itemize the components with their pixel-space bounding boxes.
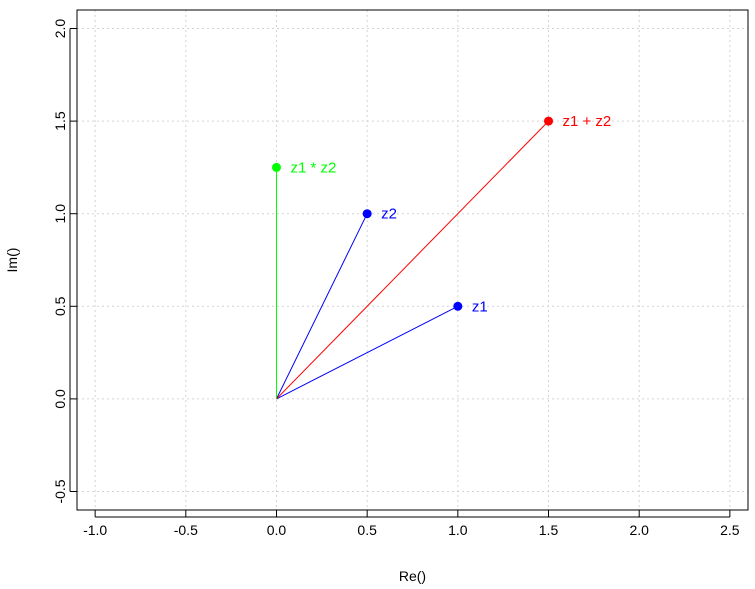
point-z1 [453, 301, 463, 311]
label-z1: z1 [472, 298, 488, 315]
point-z1-z2 [544, 116, 554, 126]
x-tick-label: 1.0 [448, 522, 468, 538]
y-tick-label: 1.0 [52, 204, 68, 224]
y-tick-label: 2.0 [52, 19, 68, 39]
plot-frame [76, 9, 749, 511]
segment-z1-z2 [276, 120, 549, 400]
vector-segments [275, 120, 549, 400]
label-z2: z2 [381, 206, 397, 223]
x-tick-label: 1.5 [539, 522, 559, 538]
y-axis: -0.5 0.0 0.5 1.0 1.5 2.0 [52, 19, 77, 504]
y-tick-label: -0.5 [52, 479, 68, 503]
x-axis: -1.0 -0.5 0.0 0.5 1.0 1.5 2.0 2.5 [83, 510, 740, 538]
y-tick-label: 0.5 [52, 296, 68, 316]
y-axis-title: Im() [4, 248, 20, 273]
label-z1-z2: z1 * z2 [290, 159, 336, 176]
segment-z1 [276, 305, 459, 400]
x-tick-label: -0.5 [174, 522, 198, 538]
y-tick-label: 0.0 [52, 389, 68, 409]
segment-z2 [276, 213, 368, 400]
point-labels: z1 z2 z1 + z2 z1 * z2 [290, 113, 611, 315]
x-tick-label: 0.5 [357, 522, 377, 538]
x-tick-label: 0.0 [267, 522, 287, 538]
point-markers [271, 116, 554, 311]
x-tick-label: 2.0 [629, 522, 649, 538]
point-z1-z2 [271, 162, 281, 172]
x-tick-label: 2.5 [720, 522, 740, 538]
grid-layer [77, 10, 748, 510]
y-tick-label: 1.5 [52, 111, 68, 131]
label-z1-z2: z1 + z2 [563, 113, 612, 130]
x-axis-title: Re() [399, 568, 426, 584]
x-tick-label: -1.0 [83, 522, 107, 538]
point-z2 [362, 209, 372, 219]
